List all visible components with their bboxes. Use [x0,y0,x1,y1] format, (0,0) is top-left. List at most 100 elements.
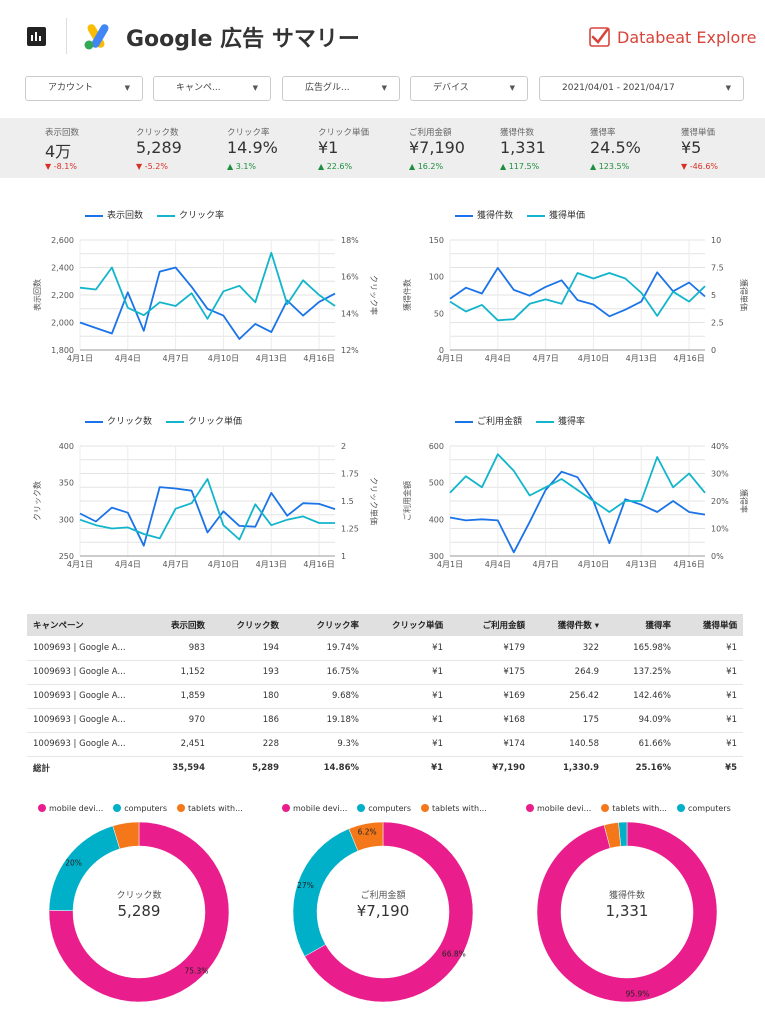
legend-item[interactable]: クリック数 [85,414,152,427]
column-header[interactable]: 表示回数 [137,614,211,636]
table-row[interactable]: 1009693 | Google A... 1,859 180 9.68% ¥1 ¥169… [27,684,743,709]
column-header[interactable]: クリック率 [285,614,365,636]
table-row[interactable]: 1009693 | Google A... 970 186 19.18% ¥1 ¥168 1… [27,708,743,733]
legend-item[interactable]: computers [676,804,731,813]
legend-label: クリック数 [107,417,153,427]
column-header[interactable]: ご利用金額 [449,614,531,636]
table-cell: ¥1 [677,708,743,733]
donut-slice[interactable] [112,821,140,850]
column-header[interactable]: 獲得単価 [677,614,743,636]
kpi-delta-value: 117.5% [508,162,540,171]
series-line[interactable] [79,251,336,320]
table-cell: ¥179 [449,636,531,661]
campaign-table: キャンペーン 表示回数 クリック数 クリック率 クリック単価 ご利用金額 獲得件数 ▾ 獲得率… [27,614,743,780]
donut-slice[interactable] [304,821,474,1003]
legend-dot [601,804,610,812]
column-header[interactable]: キャンペーン [27,614,137,636]
x-axis-tick: 4月1日 [437,354,463,363]
legend-item[interactable]: computers [113,804,167,813]
kpi-scorecards: 表示回数 4万 ▼ -8.1% クリック数 5,289 ▼ -5.2% クリック率 14.9%… [0,118,765,178]
table-cell: ¥1 [677,660,743,685]
legend-item[interactable]: tablets with... [177,804,243,813]
left-axis-tick: 2,000 [51,319,74,328]
legend-item[interactable]: 表示回数 [85,208,143,221]
slice-label: 95.9% [626,989,650,998]
column-header[interactable]: 獲得率 [605,614,677,636]
table-cell: 228 [211,732,285,757]
series-line[interactable] [449,453,706,513]
page-title: Google 広告 サマリー [126,27,360,52]
donut-slice[interactable] [348,821,384,852]
table-row[interactable]: 1009693 | Google A... 983 194 19.74% ¥1 ¥179 3… [27,636,743,661]
donut-slice[interactable] [536,821,718,1003]
legend-item[interactable]: ご利用金額 [455,414,522,427]
column-header[interactable]: クリック単価 [365,614,449,636]
column-header[interactable]: 獲得件数 ▾ [531,614,605,636]
cost-by-device-donut: mobile devi... computers tablets with... 66… [272,800,512,1020]
kpi-delta: ▼ -46.6% [681,162,718,171]
right-axis-tick: 10% [711,525,729,534]
x-axis-tick: 4月13日 [256,354,287,363]
right-axis-tick: 1.25 [341,525,359,534]
legend-item[interactable]: computers [357,804,411,813]
legend-item[interactable]: 獲得件数 [455,208,513,221]
table-cell: ¥1 [365,660,449,685]
table-cell: ¥174 [449,732,531,757]
kpi-label: 獲得件数 [500,128,535,138]
series-line[interactable] [449,267,706,318]
legend-item[interactable]: 獲得単価 [527,208,585,221]
table-cell: 137.25% [605,660,677,685]
x-axis-tick: 4月13日 [256,560,287,569]
table-cell: 175 [531,708,605,733]
legend-item[interactable]: クリック率 [157,208,224,221]
report-icon[interactable] [27,27,46,46]
series-line[interactable] [79,478,335,541]
date-range-picker[interactable]: 2021/04/01 - 2021/04/17 ▼ [539,76,744,101]
chevron-down-icon: ▼ [252,84,258,92]
donut-slice[interactable] [618,821,628,847]
legend-label: 獲得件数 [477,211,514,221]
legend-item[interactable]: クリック単価 [166,414,242,427]
donut-slice[interactable] [48,821,230,1003]
legend-swatch [455,214,473,217]
series-line[interactable] [79,266,336,340]
kpi-delta: ▲ 117.5% [500,162,539,171]
right-axis-tick: 0% [711,552,724,561]
campaign-filter[interactable]: キャンペ... ▼ [153,76,271,101]
x-axis-tick: 4月7日 [533,560,559,569]
series-line[interactable] [79,486,336,547]
donut-svg: 66.8% 27% 6.2% [292,821,474,1003]
right-axis-tick: 16% [341,273,359,282]
legend-swatch [536,420,555,423]
column-header[interactable]: クリック数 [211,614,285,636]
donut-center-value: 5,289 [117,902,161,920]
table-row[interactable]: 1009693 | Google A... 2,451 228 9.3% ¥1 ¥174 1… [27,732,743,757]
kpi-delta: ▼ -5.2% [136,162,168,171]
ad-group-filter[interactable]: 広告グル... ▼ [282,76,400,101]
legend-item[interactable]: 獲得率 [536,414,585,427]
table-cell: ¥1 [677,684,743,709]
series-line[interactable] [449,272,706,322]
legend-item[interactable]: tablets with... [421,804,487,813]
device-filter[interactable]: デバイス ▼ [410,76,528,101]
arrow-up-icon: ▲ [500,162,507,171]
legend-label: 表示回数 [107,211,144,221]
slice-label: 20% [65,859,82,868]
table-cell: 1,152 [137,660,211,685]
legend-item[interactable]: mobile devi... [282,804,347,813]
table-cell: ¥1 [677,636,743,661]
table-cell: 193 [211,660,285,685]
legend-item[interactable]: tablets with... [601,804,667,813]
donut-legend: mobile devi... tablets with... computers [526,804,731,813]
legend-item[interactable]: mobile devi... [526,804,591,813]
left-axis-title: クリック数 [32,481,42,521]
account-filter[interactable]: アカウント ▼ [25,76,143,101]
legend-label: computers [124,804,168,813]
table-cell: ¥1 [365,708,449,733]
legend-item[interactable]: mobile devi... [38,804,103,813]
clicks-by-device-donut: mobile devi... computers tablets with... 75… [28,800,268,1020]
x-axis-tick: 4月10日 [578,354,609,363]
table-row[interactable]: 1009693 | Google A... 1,152 193 16.75% ¥1 ¥17… [27,660,743,685]
donut-svg: 75.3% 20% [48,821,230,1003]
series-line[interactable] [449,470,706,554]
